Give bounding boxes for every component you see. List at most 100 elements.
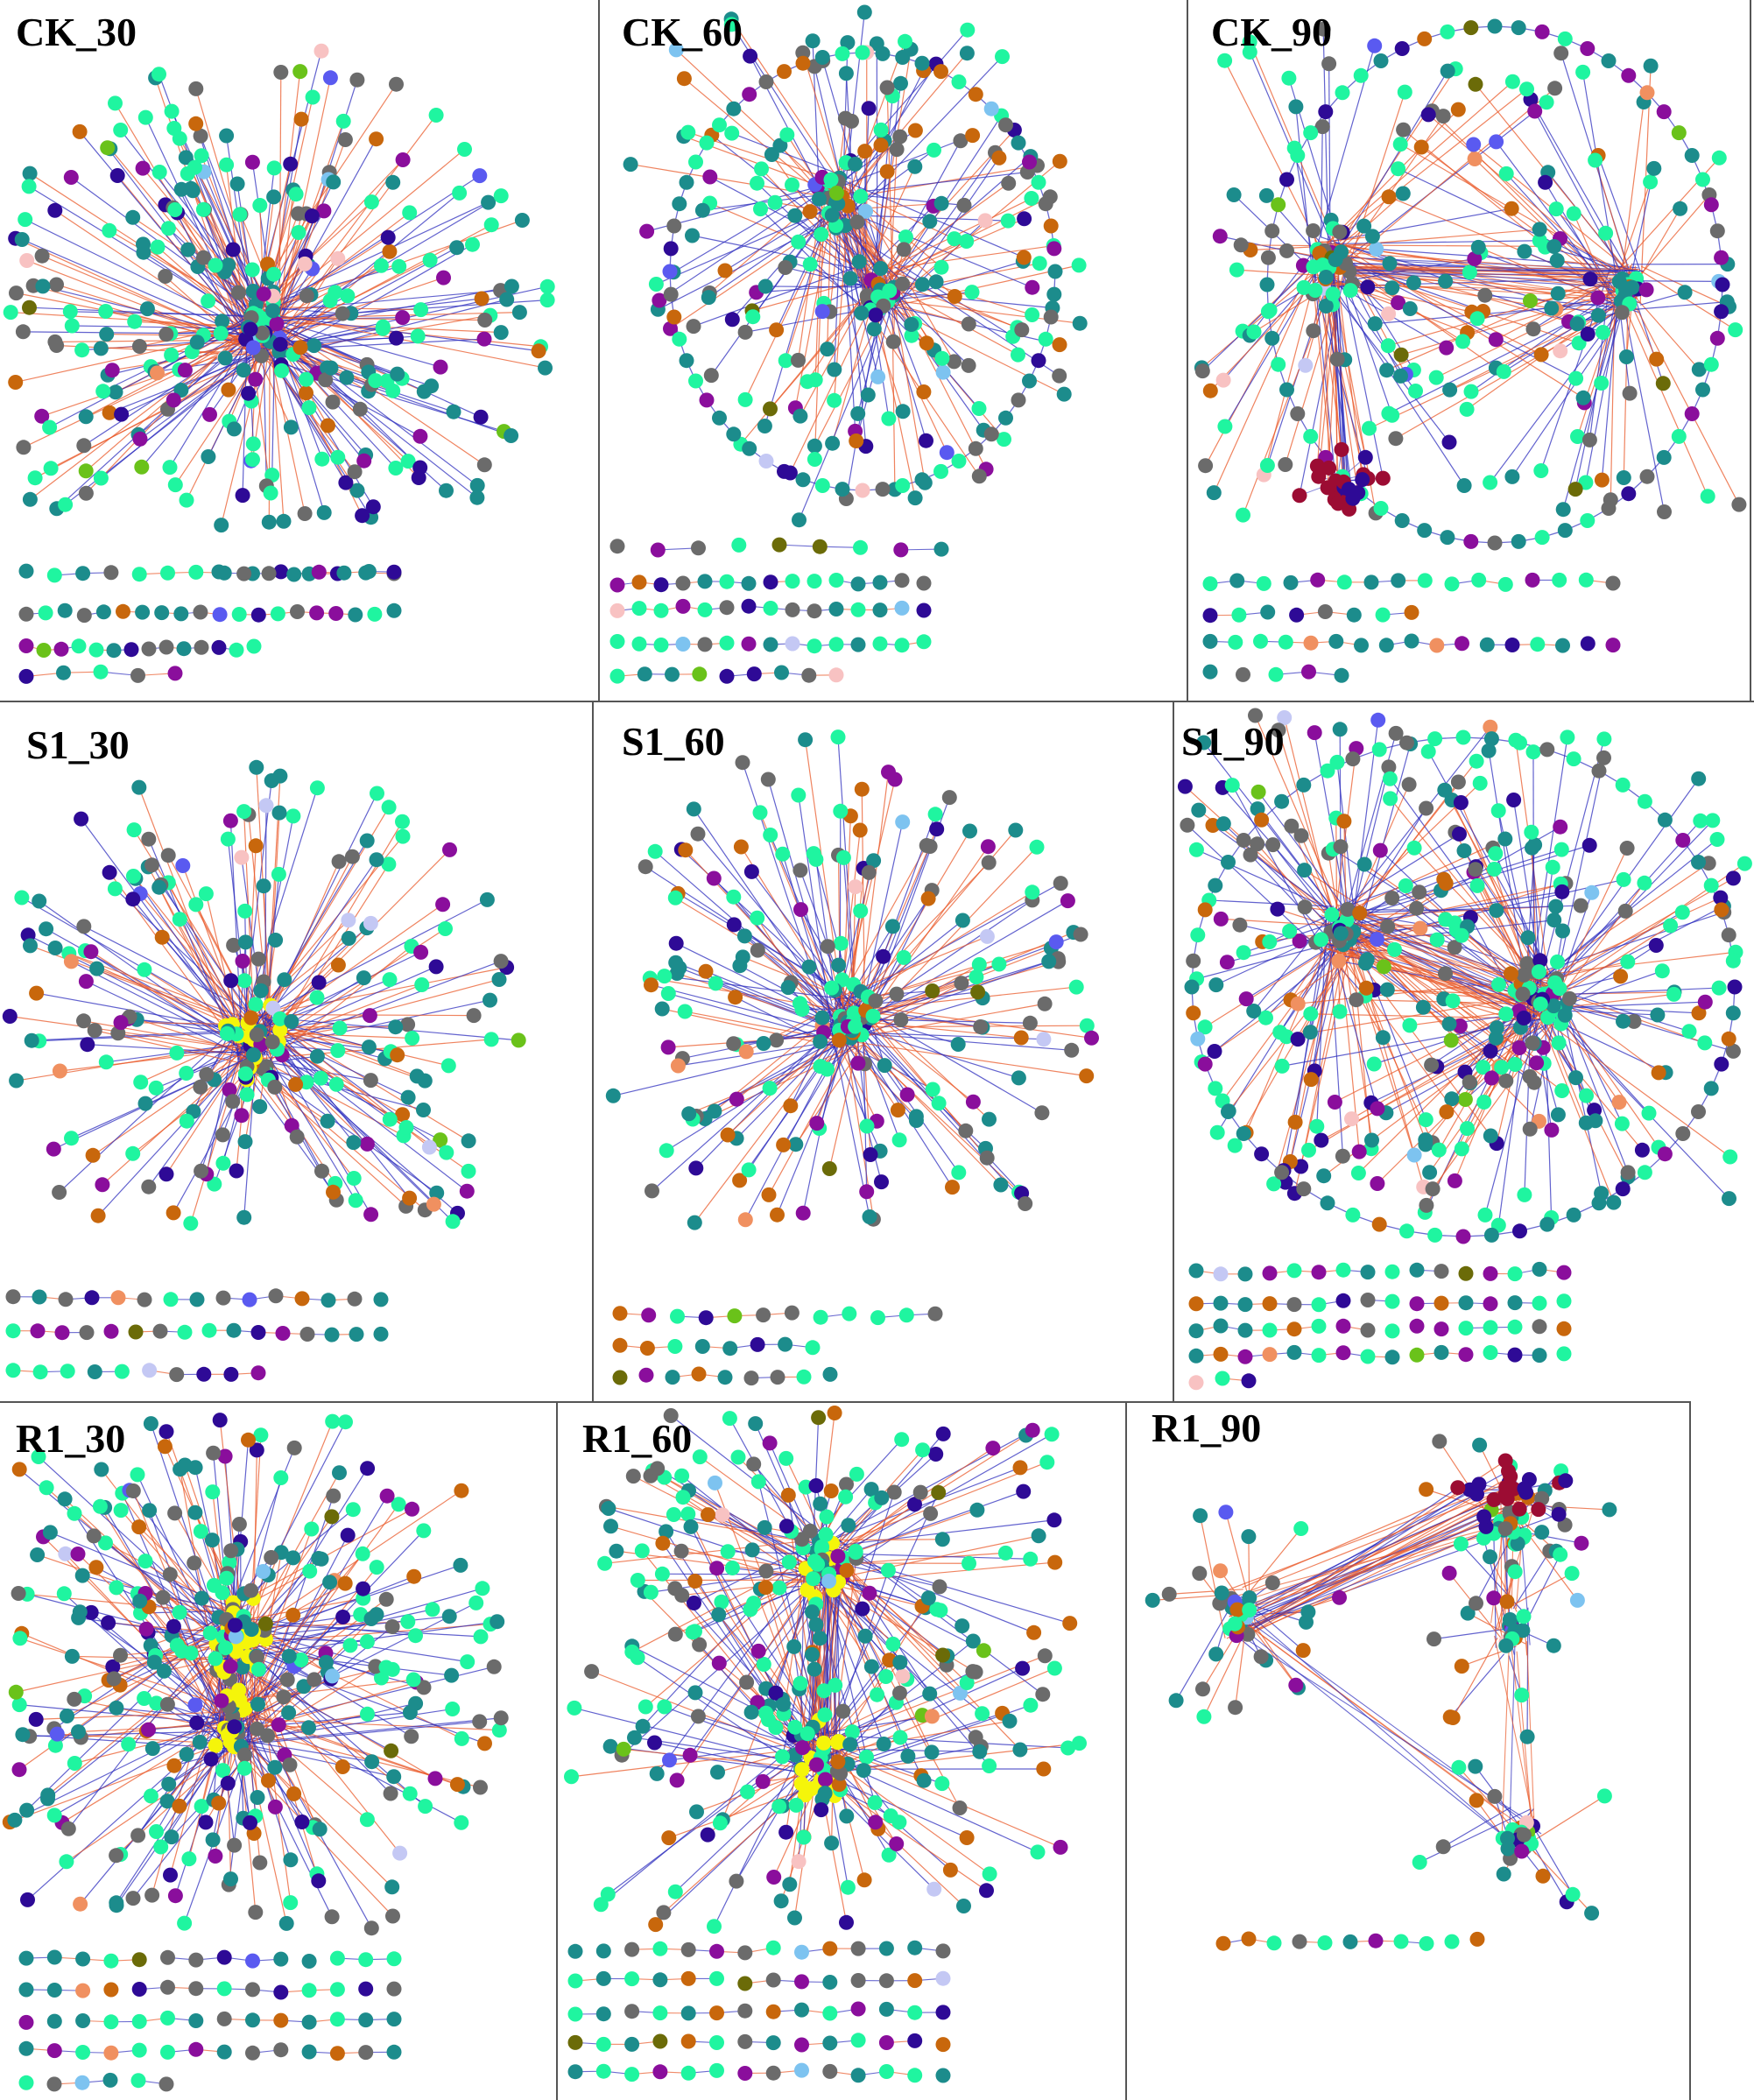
network-node xyxy=(273,2012,289,2028)
network-node xyxy=(1318,104,1334,120)
network-node xyxy=(1418,1132,1433,1148)
edge-negative xyxy=(19,1704,222,1724)
network-node xyxy=(1286,1321,1302,1337)
edge-negative xyxy=(651,984,840,1034)
edge-positive xyxy=(219,1702,458,1786)
network-node xyxy=(1454,1141,1469,1157)
network-node xyxy=(1517,243,1532,259)
network-node xyxy=(340,1527,356,1543)
network-node xyxy=(266,160,282,176)
network-node xyxy=(858,203,873,219)
network-node xyxy=(690,826,706,842)
network-node xyxy=(1601,53,1617,68)
network-node xyxy=(250,1696,265,1712)
network-node xyxy=(1370,932,1384,948)
network-node xyxy=(1248,708,1263,723)
network-node xyxy=(1404,633,1419,649)
network-node xyxy=(491,1723,507,1738)
network-node xyxy=(1458,1265,1474,1281)
network-node xyxy=(152,1323,168,1339)
network-node xyxy=(217,1448,233,1464)
network-node xyxy=(159,1793,175,1809)
network-node xyxy=(1297,863,1313,878)
network-node xyxy=(1190,1031,1206,1046)
network-node xyxy=(1409,1262,1425,1278)
network-node xyxy=(914,472,930,488)
network-node xyxy=(439,483,454,498)
edge-negative xyxy=(822,1568,990,1766)
network-node xyxy=(116,603,130,619)
network-node xyxy=(916,384,932,399)
edge-positive xyxy=(1435,288,1618,378)
network-node xyxy=(391,1497,406,1512)
edge-negative xyxy=(116,1707,246,1723)
network-node xyxy=(309,780,325,796)
edge-negative xyxy=(121,344,274,415)
network-node xyxy=(991,150,1007,166)
network-node xyxy=(92,1498,108,1514)
network-node xyxy=(997,432,1011,447)
network-node xyxy=(1605,575,1621,591)
network-node xyxy=(83,944,99,960)
network-node xyxy=(1550,954,1565,969)
network-node xyxy=(1052,337,1067,353)
network-node xyxy=(75,566,91,581)
network-node xyxy=(688,1160,704,1176)
edge-positive xyxy=(232,1504,399,1733)
network-node xyxy=(1186,953,1201,969)
network-node xyxy=(785,574,800,589)
network-node xyxy=(158,639,174,655)
network-node xyxy=(1455,729,1471,745)
network-node xyxy=(406,1568,422,1584)
network-node xyxy=(1498,1073,1514,1089)
network-node xyxy=(16,440,32,455)
network-node xyxy=(1703,1081,1719,1096)
network-node xyxy=(850,405,866,421)
network-node xyxy=(215,1763,231,1779)
network-node xyxy=(1209,1124,1225,1140)
network-node xyxy=(1366,1056,1382,1072)
network-node xyxy=(1412,884,1427,900)
network-node xyxy=(1424,1057,1440,1073)
network-node xyxy=(141,641,157,657)
network-node xyxy=(735,949,750,965)
network-node xyxy=(1728,322,1743,338)
network-node xyxy=(164,103,180,119)
network-node xyxy=(67,1691,82,1707)
network-node xyxy=(800,374,815,390)
network-node xyxy=(416,1680,432,1695)
network-node xyxy=(1489,1020,1504,1036)
network-node xyxy=(1384,407,1400,423)
network-node xyxy=(46,1983,62,1998)
network-node xyxy=(183,180,199,196)
network-graph-s1-60 xyxy=(605,729,1099,1386)
network-node xyxy=(1477,287,1493,303)
network-node xyxy=(208,257,223,273)
network-node xyxy=(1634,1142,1650,1158)
network-node xyxy=(1580,513,1596,528)
network-node xyxy=(1419,800,1434,816)
network-node xyxy=(890,1103,905,1118)
network-node xyxy=(1527,837,1543,853)
network-node xyxy=(330,449,346,465)
network-node xyxy=(137,1691,152,1706)
network-node xyxy=(1615,777,1631,793)
network-node xyxy=(1325,286,1341,302)
network-node xyxy=(899,1087,915,1103)
network-node xyxy=(1550,285,1566,301)
network-node xyxy=(726,426,742,442)
network-node xyxy=(166,1618,181,1634)
panel-ck-90: CK_90 xyxy=(1187,0,1751,701)
network-node xyxy=(680,124,696,140)
network-node xyxy=(493,325,509,341)
network-node xyxy=(135,604,151,620)
network-node xyxy=(697,574,713,589)
network-node xyxy=(1439,340,1455,356)
network-node xyxy=(1417,31,1433,46)
network-node xyxy=(39,1480,54,1496)
network-node xyxy=(1483,475,1498,490)
network-node xyxy=(36,643,52,658)
network-node xyxy=(201,449,216,464)
network-node xyxy=(148,1080,164,1096)
network-node xyxy=(791,234,807,250)
